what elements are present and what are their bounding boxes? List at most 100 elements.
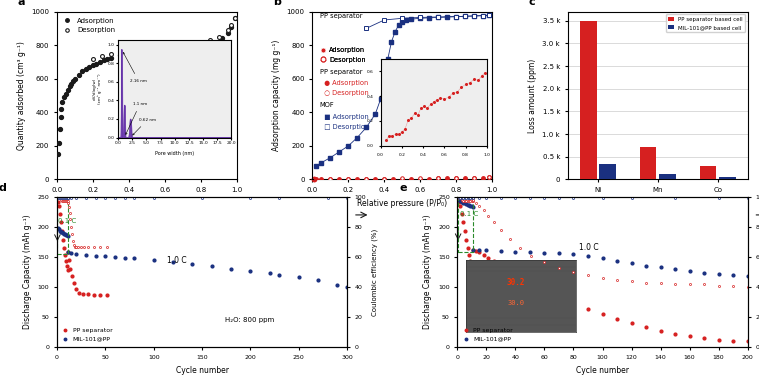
Desorption: [227, 23, 236, 27]
MIL-101@PP: [168, 259, 178, 264]
Desorption: [205, 38, 214, 42]
MIL-101@PP: [554, 251, 563, 256]
Desorption: [160, 45, 169, 49]
Adsorption: [54, 140, 63, 145]
Desorption: [106, 51, 115, 56]
Adsorption: [231, 16, 240, 20]
Adsorption: [81, 66, 90, 71]
Adsorption: [67, 81, 76, 86]
PP separator: [71, 287, 80, 291]
Adsorption: [96, 59, 105, 64]
Desorption: [231, 16, 240, 20]
PP separator: [641, 325, 650, 329]
Desorption: [169, 44, 178, 49]
MIL-101@PP: [474, 248, 483, 253]
PP separator: [83, 292, 93, 297]
PP separator: [469, 247, 478, 252]
Adsorption: [85, 64, 94, 69]
Adsorption: [142, 48, 151, 53]
Desorption: [97, 53, 106, 58]
Adsorption: [77, 69, 87, 73]
MIL-101@PP: [265, 271, 274, 276]
Line: Desorption: Desorption: [91, 16, 237, 61]
Text: e: e: [399, 183, 407, 193]
PP separator: [729, 339, 738, 343]
MIL-101@PP: [91, 254, 100, 258]
MIL-101@PP: [540, 251, 549, 255]
MIL-101@PP: [187, 261, 197, 266]
MIL-101@PP: [226, 266, 235, 271]
Adsorption: [63, 87, 72, 92]
Adsorption: [160, 47, 169, 52]
PP separator: [598, 312, 607, 317]
PP separator: [527, 283, 536, 288]
MIL-101@PP: [67, 251, 76, 255]
PP separator: [89, 293, 98, 297]
Y-axis label: Quantity adsorbed (cm³ g⁻¹): Quantity adsorbed (cm³ g⁻¹): [17, 41, 26, 150]
Bar: [659, 174, 676, 179]
MIL-101@PP: [81, 253, 90, 257]
X-axis label: Relative pressure (P/P₀): Relative pressure (P/P₀): [102, 199, 192, 208]
Text: PP separator: PP separator: [320, 13, 362, 19]
Legend: PP separator, MIL-101@PP: PP separator, MIL-101@PP: [60, 325, 115, 344]
Bar: [599, 164, 616, 179]
Adsorption: [227, 24, 236, 29]
Desorption: [151, 46, 160, 50]
PP separator: [64, 258, 73, 262]
Adsorption: [197, 44, 206, 49]
PP separator: [505, 270, 514, 274]
Bar: [640, 147, 657, 179]
Text: d: d: [0, 183, 7, 193]
PP separator: [474, 250, 483, 255]
MIL-101@PP: [110, 255, 119, 259]
Adsorption: [61, 91, 71, 96]
PP separator: [479, 252, 488, 257]
Y-axis label: Coulombic efficiency (%): Coulombic efficiency (%): [372, 229, 379, 316]
Adsorption: [214, 39, 223, 44]
PP separator: [102, 293, 112, 297]
PP separator: [656, 328, 665, 333]
MIL-101@PP: [714, 272, 723, 276]
Text: ● Adsorption: ● Adsorption: [320, 80, 368, 86]
MIL-101@PP: [246, 269, 255, 273]
Desorption: [115, 49, 124, 54]
MIL-101@PP: [670, 267, 679, 271]
MIL-101@PP: [469, 247, 478, 252]
MIL-101@PP: [63, 250, 72, 255]
Legend: PP separator, MIL-101@PP: PP separator, MIL-101@PP: [461, 325, 515, 344]
Text: b: b: [272, 0, 281, 7]
Legend: PP separator based cell, MIL-101@PP based cell: PP separator based cell, MIL-101@PP base…: [666, 14, 745, 32]
Adsorption: [71, 76, 80, 81]
Desorption: [197, 40, 206, 45]
PP separator: [70, 281, 79, 285]
Legend: Adsorption, Desorption: Adsorption, Desorption: [61, 15, 118, 36]
PP separator: [472, 249, 481, 253]
MIL-101@PP: [482, 248, 491, 253]
PP separator: [63, 250, 72, 255]
PP separator: [78, 291, 87, 296]
Bar: [580, 21, 597, 179]
Desorption: [124, 48, 134, 53]
MIL-101@PP: [656, 265, 665, 270]
PP separator: [554, 296, 563, 300]
MIL-101@PP: [743, 274, 752, 279]
Line: MIL-101@PP: MIL-101@PP: [66, 251, 348, 289]
Y-axis label: Loss amount (ppm): Loss amount (ppm): [528, 58, 537, 133]
Y-axis label: Adsorption capacity (mg g⁻¹): Adsorption capacity (mg g⁻¹): [272, 40, 281, 151]
Adsorption: [68, 79, 77, 84]
Line: PP separator: PP separator: [472, 249, 749, 343]
Desorption: [214, 34, 223, 39]
PP separator: [96, 293, 105, 297]
Y-axis label: Discharge Capacity (mAh g⁻¹): Discharge Capacity (mAh g⁻¹): [424, 215, 433, 329]
Adsorption: [169, 47, 178, 51]
X-axis label: Element: Element: [642, 199, 673, 208]
Y-axis label: Discharge Capacity (mAh g⁻¹): Discharge Capacity (mAh g⁻¹): [23, 215, 32, 329]
MIL-101@PP: [584, 254, 593, 258]
Text: 1.0 C: 1.0 C: [579, 242, 599, 252]
Desorption: [178, 43, 187, 48]
MIL-101@PP: [71, 252, 80, 256]
PP separator: [496, 264, 505, 268]
MIL-101@PP: [207, 264, 216, 268]
Adsorption: [134, 49, 143, 54]
MIL-101@PP: [313, 278, 323, 282]
